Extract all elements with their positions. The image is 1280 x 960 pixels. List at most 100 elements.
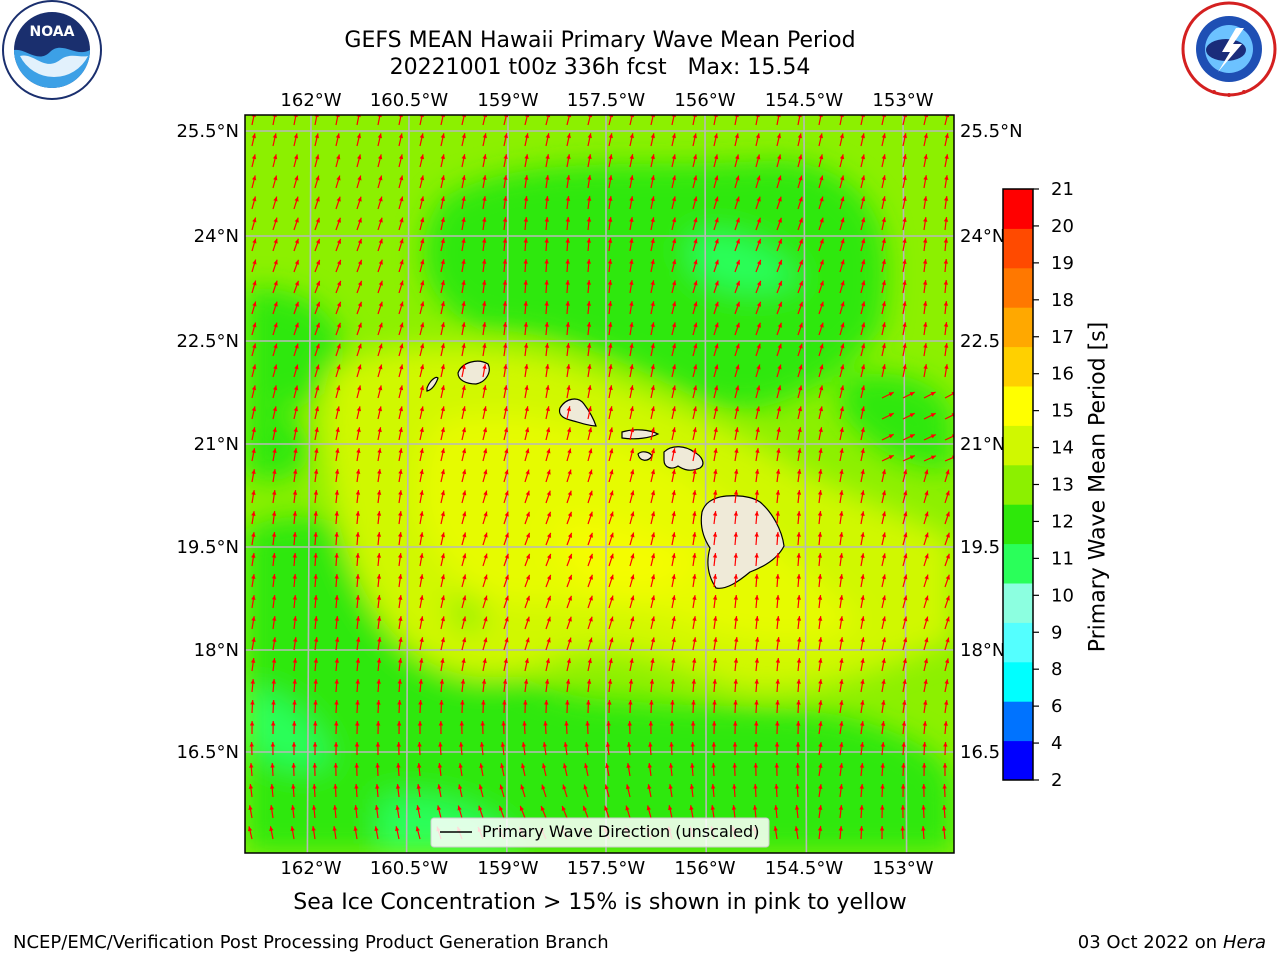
wave-vector-arrow xyxy=(440,448,445,462)
wave-vector-arrow xyxy=(692,133,698,147)
footer-host: Hera xyxy=(1222,932,1266,953)
wave-vector-arrow xyxy=(796,658,802,672)
wave-vector-arrow xyxy=(251,322,257,336)
wave-vector-arrow xyxy=(542,742,547,756)
wave-vector-arrow xyxy=(860,511,865,525)
wave-vector-arrow xyxy=(334,699,339,714)
wave-vector-arrow xyxy=(796,573,801,588)
wave-vector-arrow xyxy=(566,469,572,483)
colorbar-segment xyxy=(1003,622,1033,663)
wave-vector-arrow xyxy=(901,741,906,756)
wave-vector-arrow xyxy=(734,217,740,231)
meridian-line xyxy=(505,115,509,853)
wave-vector-arrow xyxy=(902,259,907,273)
wave-vector-arrow xyxy=(565,217,571,231)
wave-vector-arrow xyxy=(629,175,634,189)
wave-vector-arrow xyxy=(629,616,635,630)
wave-vector-arrow xyxy=(818,679,823,693)
wave-vector-arrow xyxy=(545,616,551,630)
wave-vector-arrow xyxy=(459,720,464,735)
wave-vector-arrow xyxy=(860,322,866,336)
wave-vector-arrow xyxy=(944,658,950,672)
wave-vector-arrow xyxy=(353,826,358,840)
wave-vector-arrow xyxy=(797,301,804,315)
wave-vector-arrow xyxy=(398,301,404,315)
lon-label-bottom: 154.5°W xyxy=(765,858,844,879)
wave-vector-arrow xyxy=(541,784,547,798)
wave-vector-arrow xyxy=(482,238,487,252)
wave-vector-arrow xyxy=(520,763,526,777)
wave-vector-arrow xyxy=(335,196,341,210)
wave-vector-arrow xyxy=(839,763,844,777)
wave-vector-arrow xyxy=(860,469,865,483)
wave-vector-arrow xyxy=(797,217,803,231)
wave-vector-arrow xyxy=(754,720,759,735)
wave-vector-arrow xyxy=(922,721,928,735)
wave-vector-arrow xyxy=(839,637,844,651)
wave-vector-arrow xyxy=(314,406,320,420)
wave-vector-arrow xyxy=(524,133,529,147)
wave-vector-arrow xyxy=(650,448,656,462)
wave-vector-arrow xyxy=(797,343,803,357)
wave-vector-arrow xyxy=(942,804,947,819)
wave-vector-arrow xyxy=(671,364,677,378)
wave-vector-arrow xyxy=(839,154,845,168)
wave-vector-arrow xyxy=(860,343,866,357)
wave-vector-arrow xyxy=(251,658,256,672)
wave-vector-arrow xyxy=(942,783,947,798)
wave-vector-arrow xyxy=(374,826,379,840)
wave-vector-arrow xyxy=(902,511,908,525)
wave-vector-arrow xyxy=(629,658,634,672)
wave-vector-arrow xyxy=(880,783,885,798)
wave-vector-arrow xyxy=(545,553,552,567)
wave-vector-arrow xyxy=(755,301,762,315)
wave-vector-arrow xyxy=(461,427,467,441)
wave-vector-arrow xyxy=(713,406,719,420)
wave-vector-arrow xyxy=(312,783,317,798)
wave-vector-arrow xyxy=(545,490,551,504)
wave-vector-arrow xyxy=(376,490,382,504)
wave-vector-arrow xyxy=(354,741,360,756)
wave-vector-arrow xyxy=(650,574,656,588)
wave-vector-arrow xyxy=(608,406,613,420)
wave-vector-arrow xyxy=(923,574,929,588)
wave-vector-arrow xyxy=(293,637,298,651)
colorbar-segment xyxy=(1003,228,1033,269)
wave-vector-arrow xyxy=(629,364,634,378)
wave-vector-arrow xyxy=(482,658,487,672)
wave-vector-arrow xyxy=(608,196,613,210)
wave-vector-arrow xyxy=(608,343,613,357)
wave-vector-arrow xyxy=(457,805,463,819)
wave-vector-arrow xyxy=(334,531,339,546)
wave-vector-arrow xyxy=(881,679,886,693)
wave-vector-arrow xyxy=(944,364,949,378)
wave-vector-arrow xyxy=(605,742,611,756)
wave-vector-arrow xyxy=(774,783,779,798)
wave-vector-arrow xyxy=(818,301,824,315)
wave-vector-arrow xyxy=(671,532,676,546)
wave-vector-arrow xyxy=(461,175,466,189)
wave-vector-arrow xyxy=(524,154,529,168)
wave-vector-arrow xyxy=(314,259,321,273)
wave-vector-arrow xyxy=(292,699,297,714)
wave-vector-arrow xyxy=(691,658,697,672)
wave-vector-arrow xyxy=(356,406,362,420)
wave-vector-arrow xyxy=(314,175,320,189)
wave-vector-arrow xyxy=(482,532,488,546)
wave-vector-arrow xyxy=(395,805,400,819)
wave-vector-arrow xyxy=(544,679,550,693)
wave-vector-arrow xyxy=(900,825,905,840)
wave-vector-arrow xyxy=(775,658,781,672)
wave-vector-arrow xyxy=(671,217,677,231)
wave-vector-arrow xyxy=(314,448,319,462)
wave-vector-arrow xyxy=(271,574,277,588)
wave-vector-arrow xyxy=(545,448,551,462)
wave-vector-arrow xyxy=(860,574,865,588)
wave-vector-arrow xyxy=(817,826,823,840)
wave-vector-arrow xyxy=(313,531,318,546)
wave-vector-arrow xyxy=(818,658,823,672)
footer-credit: NCEP/EMC/Verification Post Processing Pr… xyxy=(13,932,609,953)
wave-vector-arrow xyxy=(860,175,866,189)
wave-vector-arrow xyxy=(839,385,845,399)
wave-vector-arrow xyxy=(944,574,950,588)
